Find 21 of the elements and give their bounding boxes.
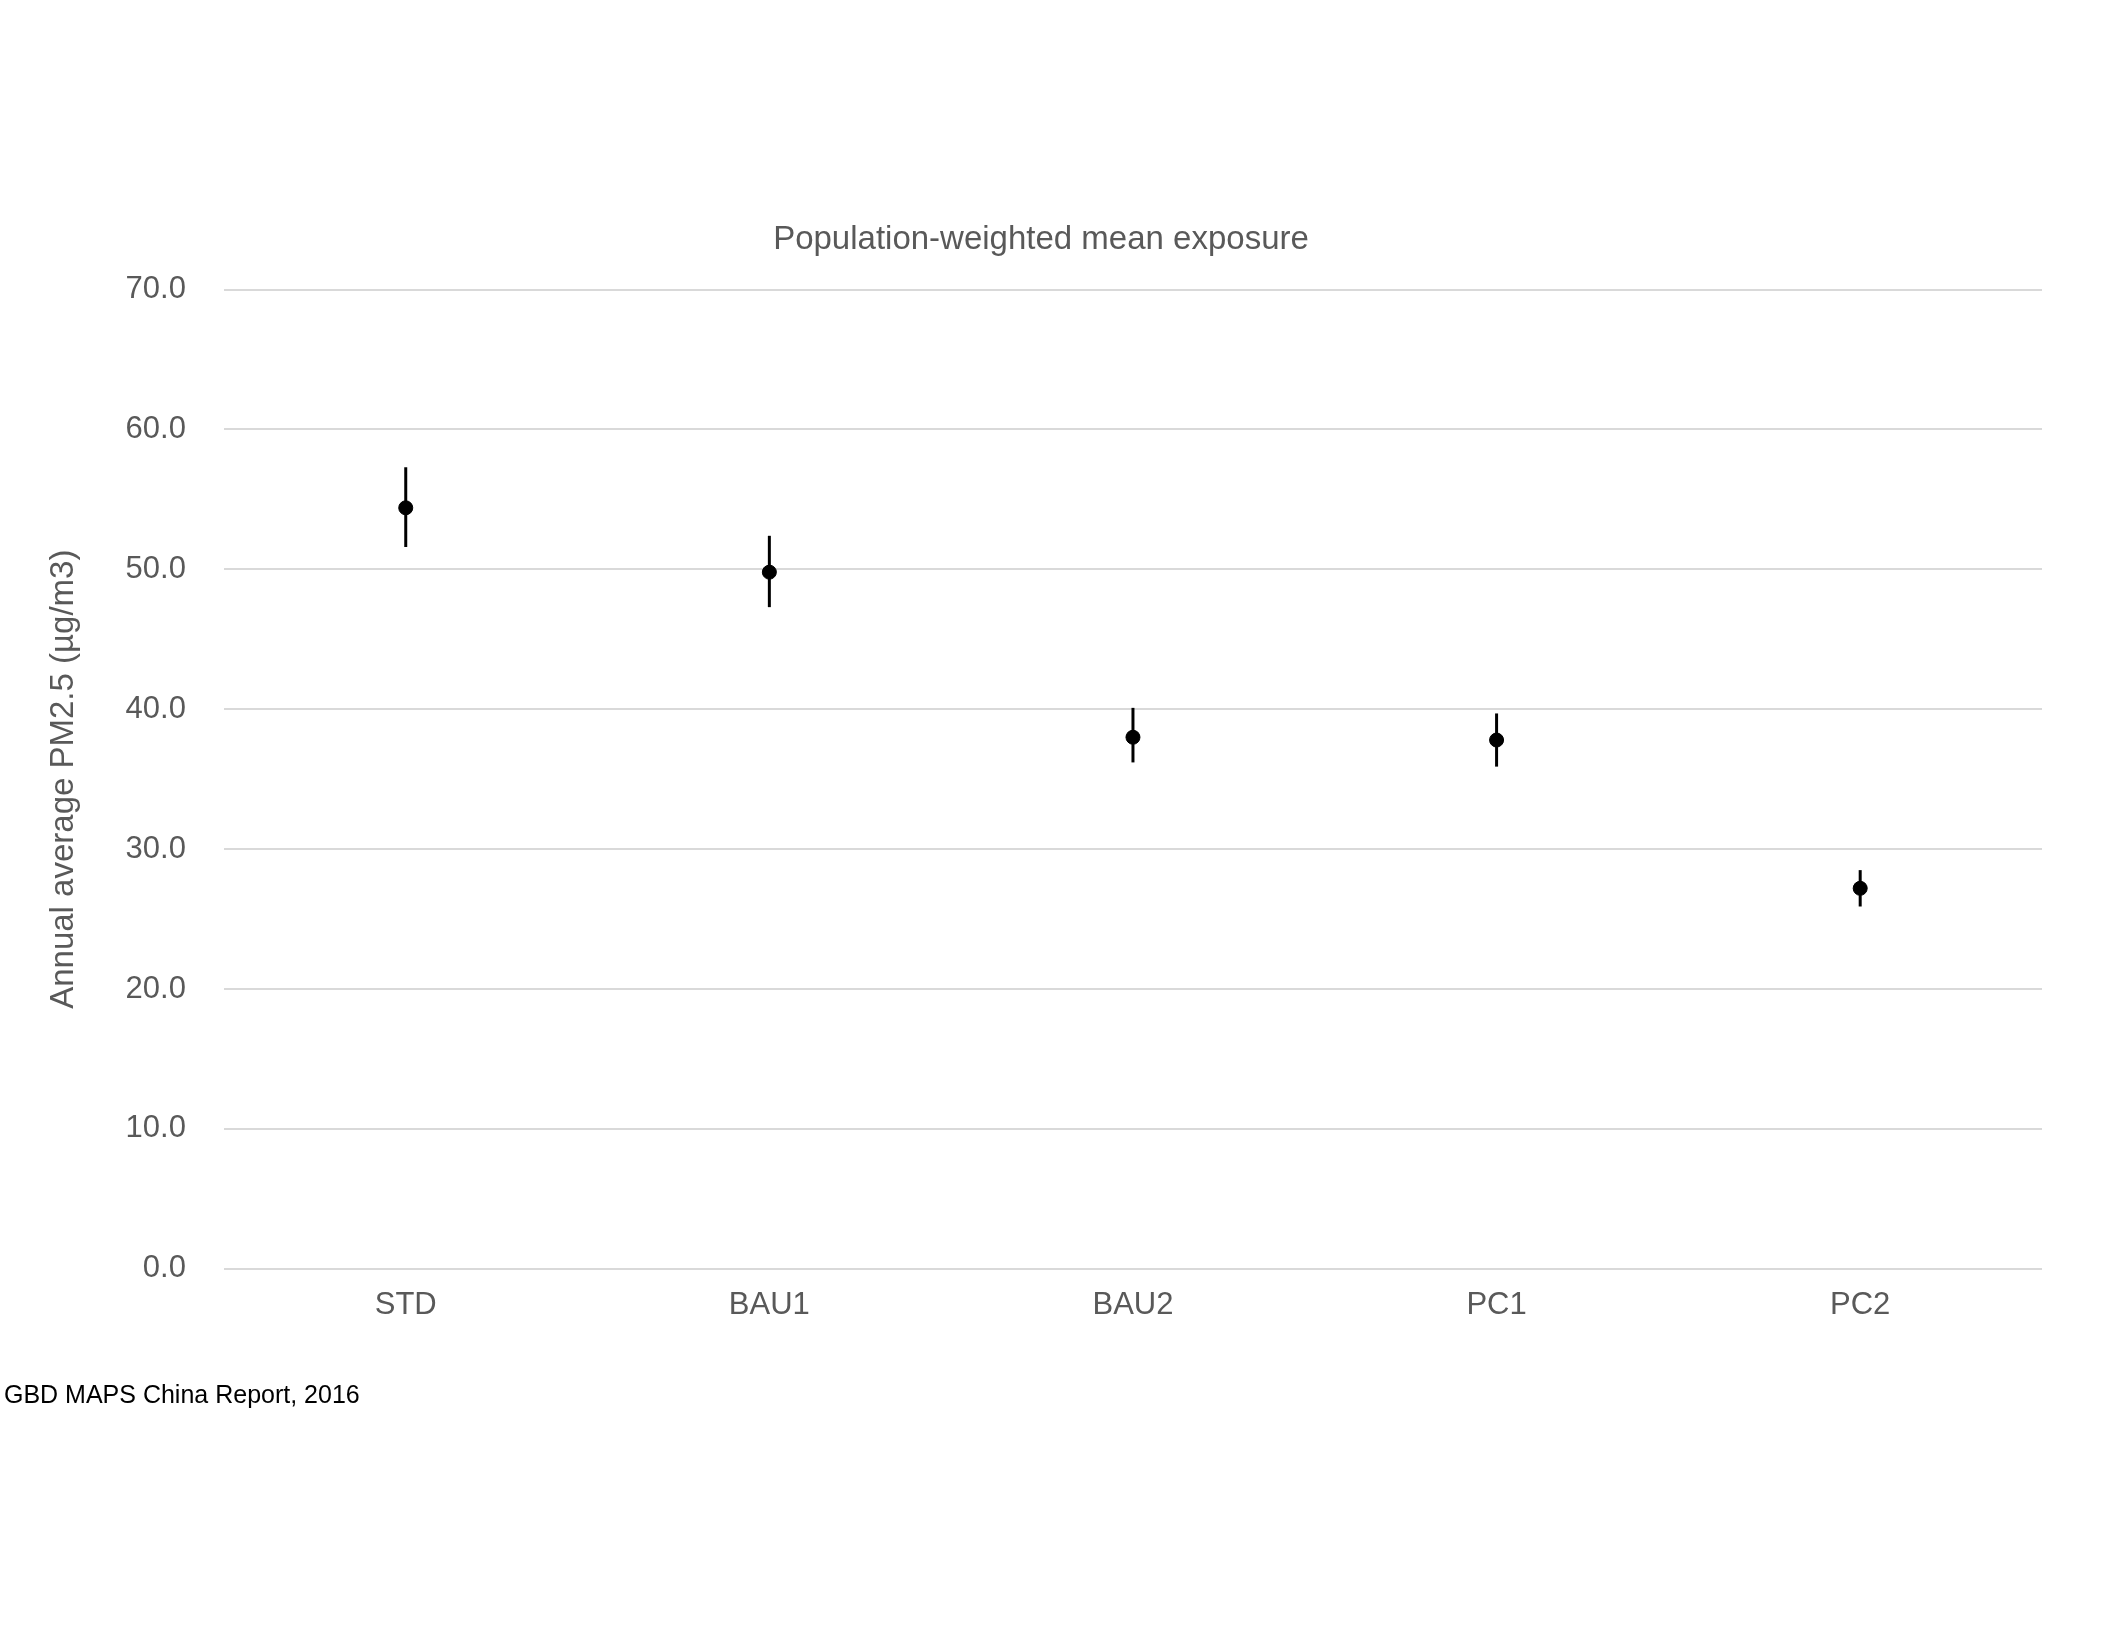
y-tick-label: 30.0	[125, 829, 186, 865]
x-tick-label: STD	[374, 1285, 437, 1321]
y-tick-label: 40.0	[125, 689, 186, 725]
point	[1125, 729, 1141, 745]
text: GBD MAPS China Report, 2016	[4, 1380, 360, 1409]
x-tick-label: PC2	[1830, 1285, 1891, 1321]
point	[1489, 732, 1505, 748]
chart-title: Population-weighted mean exposure	[773, 218, 1309, 256]
point	[1852, 880, 1868, 896]
point	[761, 564, 777, 580]
y-tick-label: 10.0	[125, 1109, 186, 1145]
y-tick-label: 50.0	[125, 549, 186, 585]
y-tick-label: 70.0	[125, 270, 186, 306]
y-tick-label: 0.0	[142, 1249, 186, 1285]
y-axis-title: Annual average PM2.5 (µg/m3)	[42, 549, 80, 1009]
x-tick-label: PC1	[1466, 1285, 1527, 1321]
x-tick-label: BAU1	[728, 1285, 810, 1321]
point	[398, 500, 414, 516]
x-tick-label: BAU2	[1092, 1285, 1174, 1321]
y-tick-label: 20.0	[125, 969, 186, 1005]
y-tick-label: 60.0	[125, 410, 186, 446]
